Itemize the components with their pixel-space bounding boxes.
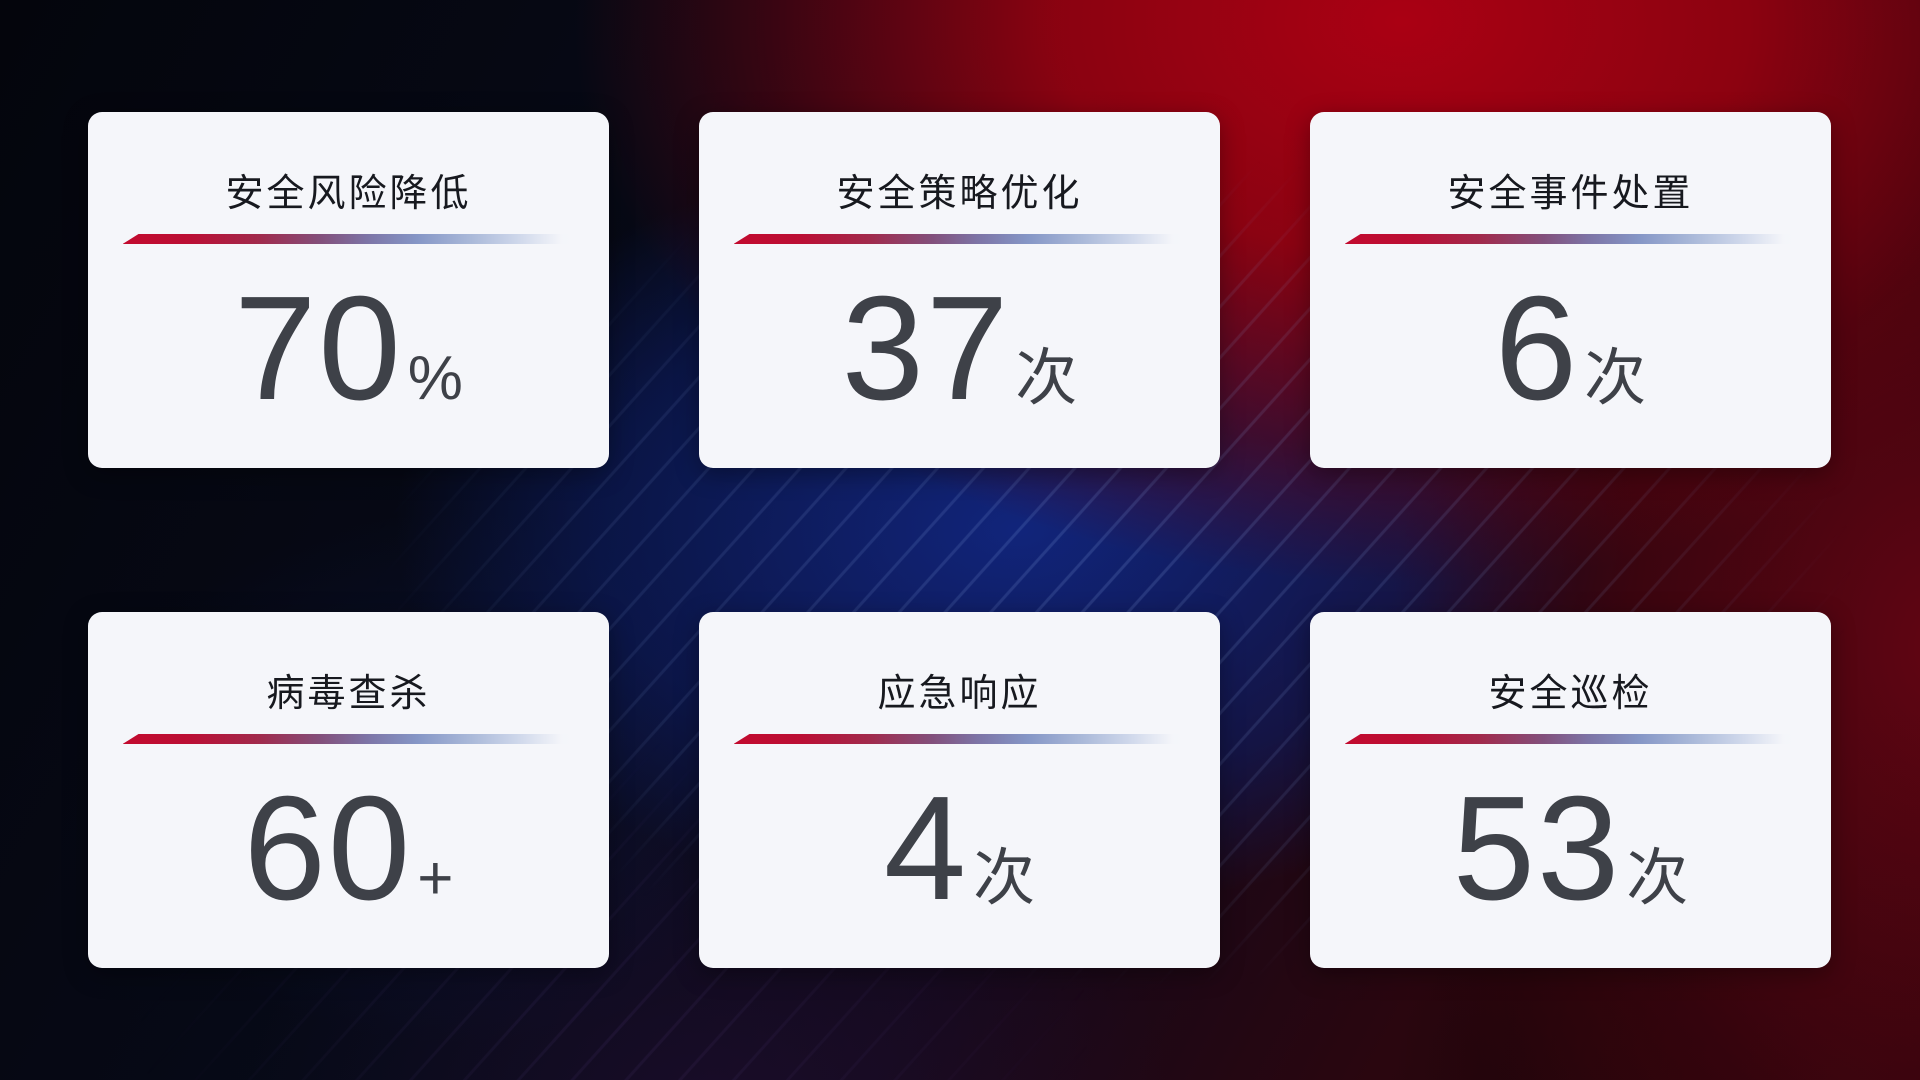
stat-card-title: 病毒查杀 — [266, 673, 431, 715]
gradient-divider — [122, 234, 575, 244]
stat-value-row: 60 + — [88, 766, 609, 931]
stat-value-row: 70 % — [88, 266, 609, 431]
stat-card-security-inspection: 安全巡检 53 次 — [1310, 612, 1831, 968]
stat-unit: + — [417, 844, 454, 913]
gradient-divider — [733, 734, 1186, 744]
gradient-divider — [733, 234, 1186, 244]
stat-card-policy-optimization: 安全策略优化 37 次 — [699, 112, 1220, 468]
stat-value: 37 — [841, 266, 1011, 431]
stat-value: 70 — [234, 266, 403, 431]
stat-card-incident-handling: 安全事件处置 6 次 — [1310, 112, 1831, 468]
stat-value: 53 — [1452, 766, 1622, 931]
stat-card-risk-reduction: 安全风险降低 70 % — [88, 112, 609, 468]
stat-card-title: 安全策略优化 — [836, 173, 1083, 215]
stat-unit: 次 — [1015, 344, 1078, 413]
stat-value: 6 — [1494, 266, 1580, 431]
gradient-divider — [1344, 734, 1797, 744]
stat-card-title: 安全巡检 — [1488, 673, 1653, 715]
stat-value: 4 — [883, 766, 969, 931]
stat-value-row: 37 次 — [699, 266, 1220, 431]
stat-card-title: 安全事件处置 — [1447, 173, 1694, 215]
stat-value-row: 4 次 — [699, 766, 1220, 931]
stat-unit: 次 — [1584, 344, 1647, 413]
stat-unit: % — [407, 344, 463, 413]
stat-unit: 次 — [1626, 844, 1689, 913]
stat-card-title: 安全风险降低 — [225, 173, 472, 215]
stat-card-emergency-response: 应急响应 4 次 — [699, 612, 1220, 968]
gradient-divider — [1344, 234, 1797, 244]
stat-card-virus-scan: 病毒查杀 60 + — [88, 612, 609, 968]
stat-value-row: 53 次 — [1310, 766, 1831, 931]
stat-value: 60 — [243, 766, 413, 931]
stat-value-row: 6 次 — [1310, 266, 1831, 431]
gradient-divider — [122, 734, 575, 744]
stat-card-title: 应急响应 — [877, 673, 1042, 715]
stat-unit: 次 — [973, 844, 1036, 913]
